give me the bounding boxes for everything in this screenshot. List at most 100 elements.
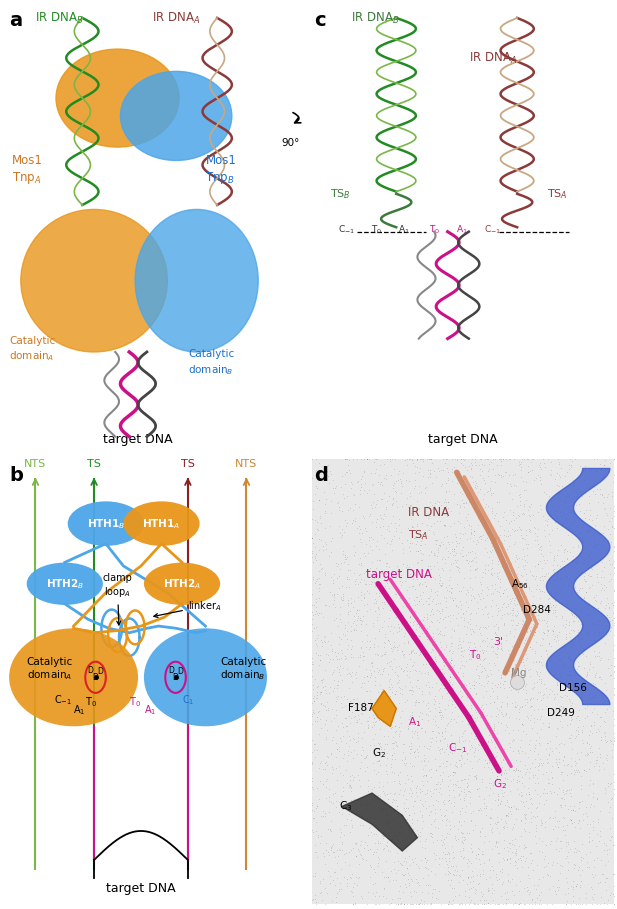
Point: [600, 635, 610, 650]
Point: [470, 524, 479, 538]
Point: [391, 686, 400, 701]
Point: [464, 688, 474, 703]
Point: [378, 512, 388, 526]
Point: [408, 644, 418, 658]
Point: [607, 484, 617, 499]
Point: [375, 553, 384, 567]
Point: [307, 709, 317, 724]
Point: [580, 748, 590, 763]
Point: [404, 808, 413, 823]
Point: [371, 897, 381, 909]
Point: [400, 758, 410, 773]
Point: [417, 516, 427, 531]
Point: [365, 710, 375, 724]
Point: [398, 542, 408, 556]
Point: [468, 823, 478, 837]
Point: [536, 675, 546, 690]
Point: [507, 800, 516, 814]
Point: [605, 888, 615, 903]
Point: [355, 761, 365, 775]
Point: [325, 652, 335, 666]
Point: [468, 761, 478, 775]
Point: [585, 691, 595, 705]
Point: [574, 581, 584, 595]
Point: [346, 744, 355, 759]
Point: [456, 455, 466, 470]
Point: [430, 701, 440, 715]
Point: [571, 758, 581, 773]
Point: [424, 591, 434, 605]
Point: [558, 749, 568, 764]
Point: [429, 516, 439, 531]
Point: [510, 763, 520, 777]
Point: [484, 550, 494, 564]
Point: [503, 528, 513, 543]
Point: [609, 688, 617, 703]
Point: [434, 575, 444, 590]
Point: [333, 494, 343, 509]
Point: [505, 851, 515, 865]
Point: [462, 776, 472, 791]
Point: [437, 845, 447, 860]
Point: [544, 590, 554, 604]
Point: [529, 452, 539, 466]
Point: [357, 571, 366, 585]
Point: [393, 473, 403, 487]
Point: [370, 726, 380, 741]
Point: [372, 553, 382, 567]
Point: [450, 831, 460, 845]
Point: [450, 610, 460, 624]
Point: [496, 767, 506, 782]
Point: [450, 764, 460, 779]
Point: [603, 600, 613, 614]
Point: [494, 854, 504, 869]
Point: [477, 897, 487, 909]
Point: [342, 872, 352, 886]
Point: [427, 654, 437, 668]
Point: [492, 642, 502, 656]
Point: [550, 752, 560, 766]
Point: [591, 537, 601, 552]
Point: [501, 809, 511, 824]
Point: [355, 641, 365, 655]
Point: [457, 654, 466, 668]
Point: [488, 893, 498, 907]
Point: [373, 842, 383, 856]
Point: [488, 585, 498, 600]
Point: [378, 831, 387, 845]
Point: [421, 877, 431, 892]
Point: [376, 750, 386, 764]
Point: [456, 774, 466, 788]
Point: [339, 720, 349, 734]
Point: [495, 636, 505, 651]
Point: [329, 588, 339, 603]
Point: [445, 519, 455, 534]
Point: [553, 543, 563, 557]
Point: [589, 533, 599, 547]
Point: [399, 736, 408, 751]
Point: [492, 546, 502, 561]
Point: [590, 518, 600, 533]
Point: [470, 642, 479, 656]
Point: [494, 826, 503, 841]
Point: [459, 500, 469, 514]
Point: [603, 533, 613, 547]
Point: [595, 462, 605, 476]
Point: [513, 590, 523, 604]
Point: [350, 544, 360, 559]
Point: [584, 512, 594, 526]
Point: [479, 893, 489, 907]
Point: [467, 844, 477, 859]
Point: [378, 714, 388, 729]
Point: [365, 820, 375, 834]
Point: [585, 504, 595, 518]
Point: [561, 511, 571, 525]
Point: [537, 815, 547, 830]
Point: [547, 777, 557, 792]
Point: [460, 784, 470, 799]
Point: [554, 456, 564, 471]
Point: [492, 607, 502, 622]
Point: [535, 713, 545, 727]
Point: [576, 470, 586, 484]
Point: [485, 483, 495, 497]
